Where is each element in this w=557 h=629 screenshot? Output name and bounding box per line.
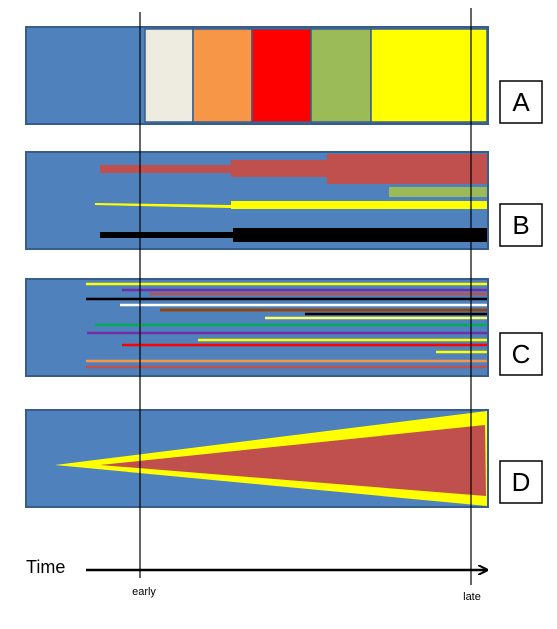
panel-c-label: C [512,339,531,369]
panel-d-red-wedge [100,425,486,496]
early-label: early [132,586,156,598]
panel-a [25,26,489,125]
panel-b-black-lineage-early [100,232,233,238]
panel-a-segment-yellow [370,28,488,123]
panel-a-segment-cream [144,28,194,123]
panel-d-label-box: D [499,460,543,504]
panel-d [25,409,489,508]
panel-a-label: A [512,87,530,117]
late-label: late [463,591,481,603]
time-axis-title: Time [26,557,65,577]
panel-a-label-box: A [499,80,543,124]
panel-b-red-lineage-early [100,165,231,173]
panel-b-red-lineage-late [327,154,487,184]
panel-b-black-lineage-late [233,228,487,242]
panel-b-yellow-lineage-late [231,201,487,209]
panel-b-yellow-lineage-early [95,203,231,208]
panel-a-segment-orange [192,28,253,123]
panel-b-label: B [512,210,529,240]
panel-c-label-box: C [499,332,543,376]
panel-c [25,278,489,377]
panel-b-green-lineage [389,187,487,197]
panel-a-segment-green [310,28,372,123]
panel-b-red-lineage-mid [231,160,327,177]
panel-a-segment-red [251,28,312,123]
panel-d-label: D [512,467,531,497]
panel-b [25,151,489,250]
panel-b-label-box: B [499,203,543,247]
